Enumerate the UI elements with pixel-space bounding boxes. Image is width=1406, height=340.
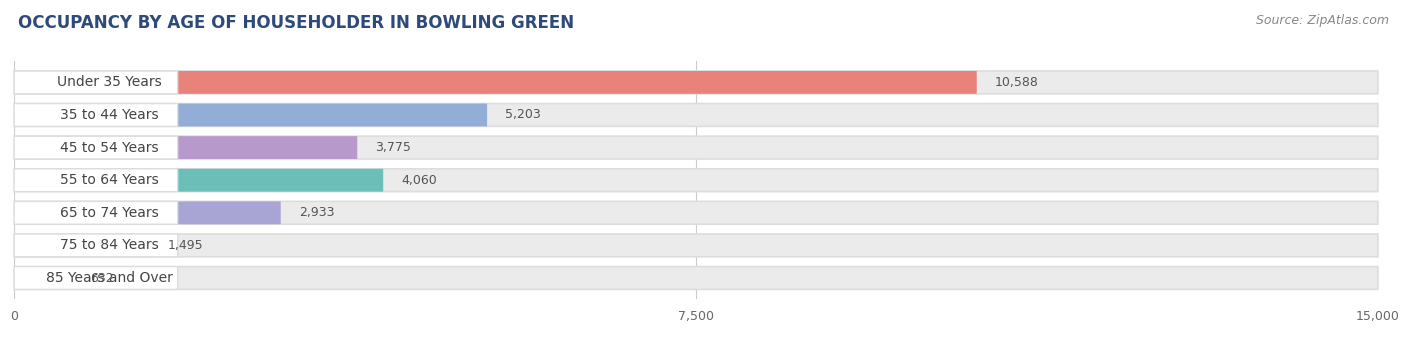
FancyBboxPatch shape bbox=[14, 201, 281, 224]
Text: 85 Years and Over: 85 Years and Over bbox=[46, 271, 173, 285]
FancyBboxPatch shape bbox=[14, 234, 1378, 257]
Text: 45 to 54 Years: 45 to 54 Years bbox=[60, 141, 159, 155]
FancyBboxPatch shape bbox=[14, 104, 177, 126]
FancyBboxPatch shape bbox=[14, 136, 177, 159]
FancyBboxPatch shape bbox=[14, 136, 357, 159]
FancyBboxPatch shape bbox=[14, 71, 177, 94]
FancyBboxPatch shape bbox=[14, 136, 1378, 159]
Text: 65 to 74 Years: 65 to 74 Years bbox=[60, 206, 159, 220]
FancyBboxPatch shape bbox=[14, 71, 977, 94]
FancyBboxPatch shape bbox=[14, 234, 177, 257]
FancyBboxPatch shape bbox=[14, 104, 1378, 126]
Text: Under 35 Years: Under 35 Years bbox=[58, 75, 162, 89]
Text: 4,060: 4,060 bbox=[401, 174, 437, 187]
FancyBboxPatch shape bbox=[14, 104, 486, 126]
Text: 632: 632 bbox=[90, 272, 114, 285]
Text: 75 to 84 Years: 75 to 84 Years bbox=[60, 238, 159, 252]
FancyBboxPatch shape bbox=[14, 201, 1378, 224]
FancyBboxPatch shape bbox=[14, 267, 1378, 289]
FancyBboxPatch shape bbox=[14, 71, 1378, 94]
Text: OCCUPANCY BY AGE OF HOUSEHOLDER IN BOWLING GREEN: OCCUPANCY BY AGE OF HOUSEHOLDER IN BOWLI… bbox=[18, 14, 575, 32]
FancyBboxPatch shape bbox=[14, 234, 150, 257]
FancyBboxPatch shape bbox=[14, 267, 177, 289]
Text: 2,933: 2,933 bbox=[299, 206, 335, 219]
Text: 1,495: 1,495 bbox=[169, 239, 204, 252]
FancyBboxPatch shape bbox=[14, 201, 177, 224]
FancyBboxPatch shape bbox=[14, 169, 177, 192]
FancyBboxPatch shape bbox=[14, 169, 384, 192]
Text: 5,203: 5,203 bbox=[505, 108, 541, 121]
FancyBboxPatch shape bbox=[14, 267, 72, 289]
Text: 55 to 64 Years: 55 to 64 Years bbox=[60, 173, 159, 187]
Text: Source: ZipAtlas.com: Source: ZipAtlas.com bbox=[1256, 14, 1389, 27]
Text: 35 to 44 Years: 35 to 44 Years bbox=[60, 108, 159, 122]
Text: 3,775: 3,775 bbox=[375, 141, 412, 154]
FancyBboxPatch shape bbox=[14, 169, 1378, 192]
Text: 10,588: 10,588 bbox=[995, 76, 1039, 89]
